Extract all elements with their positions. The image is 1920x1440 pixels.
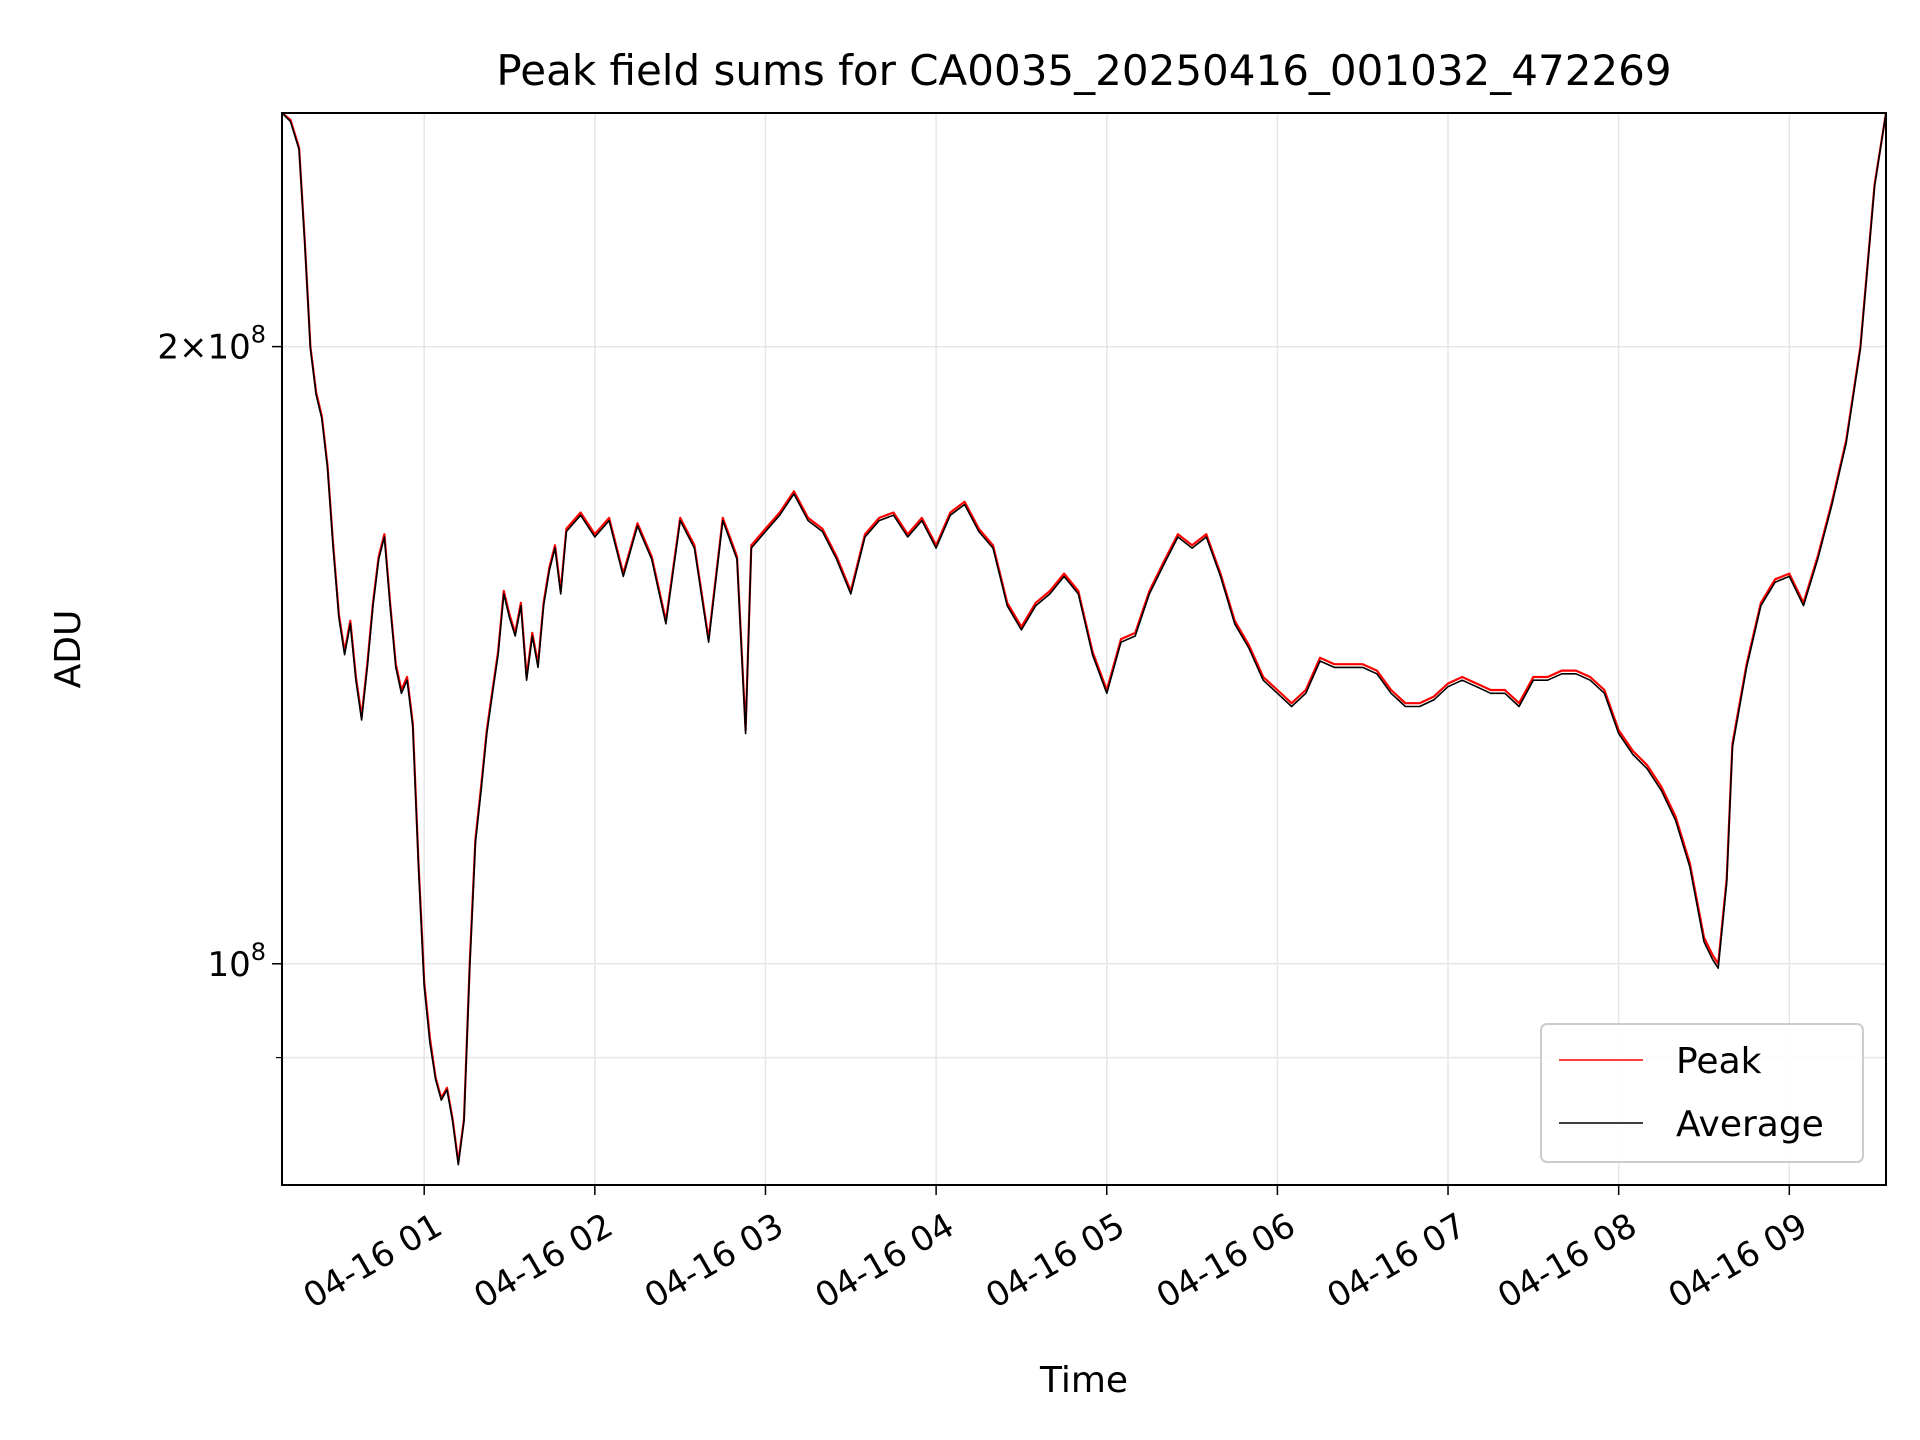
x-tick-label: 04-16 05 [979,1206,1131,1317]
y-tick-label-exponent: 8 [251,321,266,349]
x-tick-label: 04-16 02 [467,1206,619,1317]
series-line-average [282,113,1886,1166]
y-tick-label-exponent: 8 [251,938,266,966]
legend-label-average: Average [1676,1104,1824,1145]
x-axis-ticks: 04-16 01 04-16 02 04-16 03 04-16 04 04-16 05… [297,1185,1814,1317]
series-layer [282,113,1886,1166]
chart-title: Peak field sums for CA0035_20250416_0010… [496,46,1671,95]
y-tick-label: 2×108 [157,321,266,368]
y-tick-label: 108 [207,938,266,985]
legend-box [1540,1023,1864,1163]
legend: Peak Average [1540,1023,1864,1163]
y-tick-label-base: 10 [207,945,250,985]
grid-layer [282,113,1886,1185]
y-tick-label-base: 2×10 [157,328,250,368]
plot-frame [281,112,1887,1186]
legend-label-peak: Peak [1676,1041,1762,1082]
y-axis-label: ADU [48,610,89,689]
x-tick-label: 04-16 06 [1150,1206,1302,1317]
x-tick-label: 04-16 08 [1491,1206,1643,1317]
x-tick-label: 04-16 03 [638,1206,790,1317]
x-axis-label: Time [1039,1360,1128,1401]
x-tick-label: 04-16 04 [809,1206,961,1317]
x-tick-label: 04-16 01 [297,1206,449,1317]
x-tick-label: 04-16 07 [1321,1206,1473,1317]
x-tick-label: 04-16 09 [1662,1206,1814,1317]
